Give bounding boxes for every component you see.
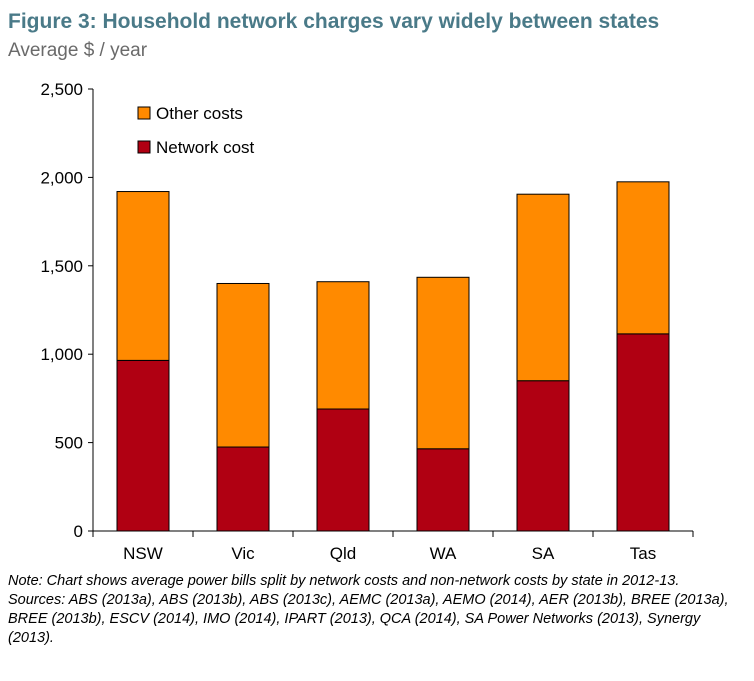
y-tick-label: 1,500	[40, 257, 83, 276]
y-tick-label: 500	[55, 434, 83, 453]
bar-other-costs-qld	[316, 281, 370, 410]
legend-swatch-other-costs	[137, 106, 151, 120]
bar-other-costs-nsw	[116, 191, 170, 361]
legend-label-other-costs: Other costs	[156, 104, 243, 123]
bar-other-costs-tas	[616, 181, 670, 335]
bar-network-cost-vic	[216, 446, 270, 532]
bar-network-cost-sa	[516, 380, 570, 532]
bar-network-cost-tas	[616, 333, 670, 532]
x-tick-label: NSW	[123, 544, 163, 563]
x-tick-label: Tas	[630, 544, 656, 563]
note-text: Note: Chart shows average power bills sp…	[8, 573, 680, 589]
x-tick-label: WA	[430, 544, 457, 563]
bar-other-costs-vic	[216, 282, 270, 448]
y-tick-label: 1,000	[40, 345, 83, 364]
chart-title: Figure 3: Household network charges vary…	[8, 10, 660, 33]
bar-other-costs-wa	[416, 276, 470, 450]
bar-other-costs-sa	[516, 193, 570, 382]
legend-label-network-cost: Network cost	[156, 138, 255, 157]
chart-subtitle: Average $ / year	[8, 40, 148, 61]
y-tick-label: 2,000	[40, 168, 83, 187]
y-tick-label: 0	[74, 522, 83, 541]
stacked-bar-chart: 0 500 1,000 1,500 2,000 2,500 NSW Vic Qld WA SA Tas…	[40, 80, 694, 563]
legend-swatch-network-cost	[137, 140, 151, 154]
x-tick-label: Qld	[330, 544, 356, 563]
bar-network-cost-nsw	[116, 359, 170, 532]
x-tick-label: Vic	[231, 544, 255, 563]
bar-network-cost-wa	[416, 448, 470, 532]
chart-notes: Note: Chart shows average power bills sp…	[8, 572, 746, 648]
x-tick-label: SA	[532, 544, 555, 563]
bar-network-cost-qld	[316, 408, 370, 532]
y-tick-label: 2,500	[40, 80, 83, 99]
sources-text: Sources: ABS (2013a), ABS (2013b), ABS (…	[8, 592, 729, 646]
